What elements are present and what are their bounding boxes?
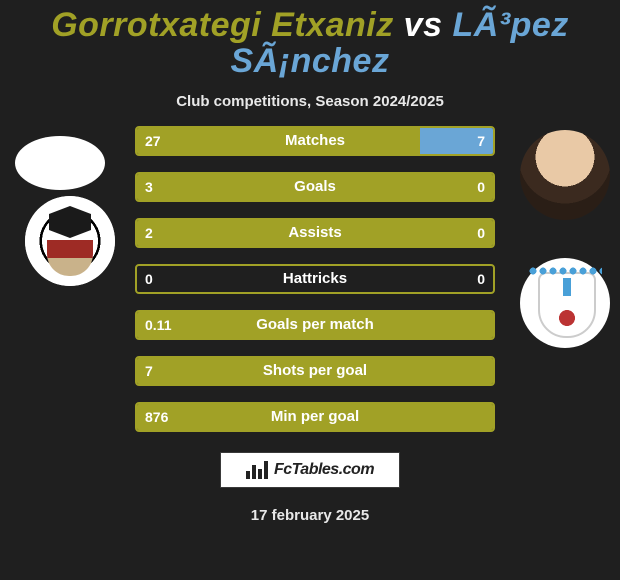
stat-value-b: [475, 310, 495, 340]
stat-value-a: 27: [135, 126, 171, 156]
stat-row: 30Goals: [135, 172, 495, 202]
stat-value-a: 3: [135, 172, 163, 202]
stat-bar-track: [135, 356, 495, 386]
club-b-crest-icon: [520, 258, 610, 348]
player-a-avatar: [15, 136, 105, 190]
stat-row: 0.11Goals per match: [135, 310, 495, 340]
comparison-stage: 277Matches30Goals20Assists00Hattricks0.1…: [0, 108, 620, 448]
stat-row: 20Assists: [135, 218, 495, 248]
stat-fill-a: [137, 174, 493, 200]
site-logo-text: FcTables.com: [274, 461, 374, 479]
chart-icon: [246, 461, 268, 479]
stat-value-b: 0: [467, 218, 495, 248]
stat-bar-track: [135, 218, 495, 248]
stat-value-b: [475, 356, 495, 386]
stat-fill-a: [137, 404, 493, 430]
stat-fill-a: [137, 220, 493, 246]
stat-fill-a: [137, 312, 493, 338]
stat-value-a: 876: [135, 402, 178, 432]
player-b-avatar: [520, 130, 610, 220]
stat-bar-track: [135, 126, 495, 156]
stat-row: 876Min per goal: [135, 402, 495, 432]
stat-bar-track: [135, 172, 495, 202]
stat-bar-track: [135, 264, 495, 294]
stat-value-a: 0: [135, 264, 163, 294]
stat-value-b: 0: [467, 172, 495, 202]
site-logo: FcTables.com: [220, 452, 400, 488]
stat-value-b: [475, 402, 495, 432]
player-a-name: Gorrotxategi Etxaniz: [51, 6, 394, 44]
stat-fill-a: [137, 358, 493, 384]
stat-value-b: 0: [467, 264, 495, 294]
stat-value-b: 7: [467, 126, 495, 156]
stat-bars: 277Matches30Goals20Assists00Hattricks0.1…: [135, 126, 495, 448]
stat-fill-a: [137, 128, 420, 154]
comparison-title: Gorrotxategi Etxaniz vs LÃ³pez SÃ¡nchez: [0, 0, 620, 79]
stat-row: 277Matches: [135, 126, 495, 156]
stat-value-a: 2: [135, 218, 163, 248]
stat-value-a: 7: [135, 356, 163, 386]
stat-bar-track: [135, 310, 495, 340]
stat-row: 00Hattricks: [135, 264, 495, 294]
stat-value-a: 0.11: [135, 310, 181, 340]
vs-label: vs: [404, 6, 443, 44]
snapshot-date: 17 february 2025: [0, 507, 620, 524]
stat-row: 7Shots per goal: [135, 356, 495, 386]
club-a-crest-icon: [25, 196, 115, 286]
stat-bar-track: [135, 402, 495, 432]
